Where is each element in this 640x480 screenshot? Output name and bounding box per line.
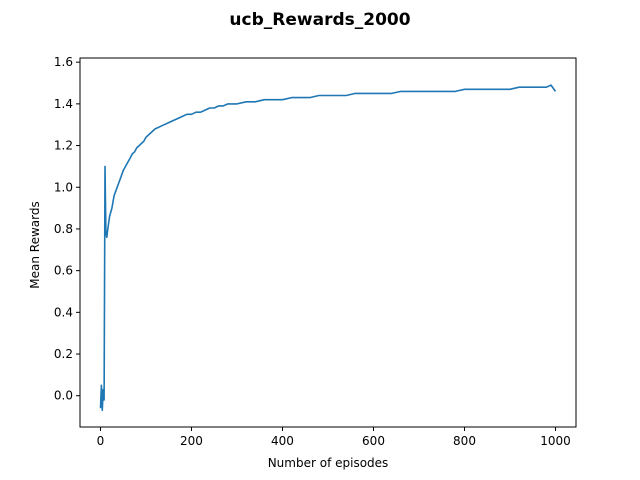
x-tick-label: 200 (180, 434, 203, 448)
y-tick-label: 0.2 (54, 347, 73, 361)
y-axis-ticks: 0.0 0.2 0.4 0.6 0.8 1.0 1.2 1.4 1.6 (54, 55, 80, 403)
y-tick-label: 0.4 (54, 305, 73, 319)
y-tick-label: 0.6 (54, 264, 73, 278)
x-tick-label: 600 (362, 434, 385, 448)
plot-area: 0 200 400 600 800 1000 0.0 0.2 0.4 0.6 0.8 1.0 1.2 1… (54, 55, 577, 448)
y-tick-label: 0.8 (54, 222, 73, 236)
axes-frame (79, 57, 577, 428)
y-tick-label: 1.2 (54, 139, 73, 153)
x-tick-label: 800 (453, 434, 476, 448)
y-tick-label: 1.0 (54, 180, 73, 194)
reward-series-line (99, 84, 557, 412)
x-axis-label: Number of episodes (268, 456, 389, 470)
chart-title: ucb_Rewards_2000 (229, 10, 410, 30)
x-tick-label: 1000 (540, 434, 571, 448)
y-tick-label: 0.0 (54, 389, 73, 403)
y-axis-label: Mean Rewards (28, 201, 42, 288)
x-axis-ticks: 0 200 400 600 800 1000 (97, 427, 571, 448)
y-tick-label: 1.4 (54, 97, 73, 111)
y-tick-label: 1.6 (54, 55, 73, 69)
x-tick-label: 0 (97, 434, 105, 448)
x-tick-label: 400 (271, 434, 294, 448)
